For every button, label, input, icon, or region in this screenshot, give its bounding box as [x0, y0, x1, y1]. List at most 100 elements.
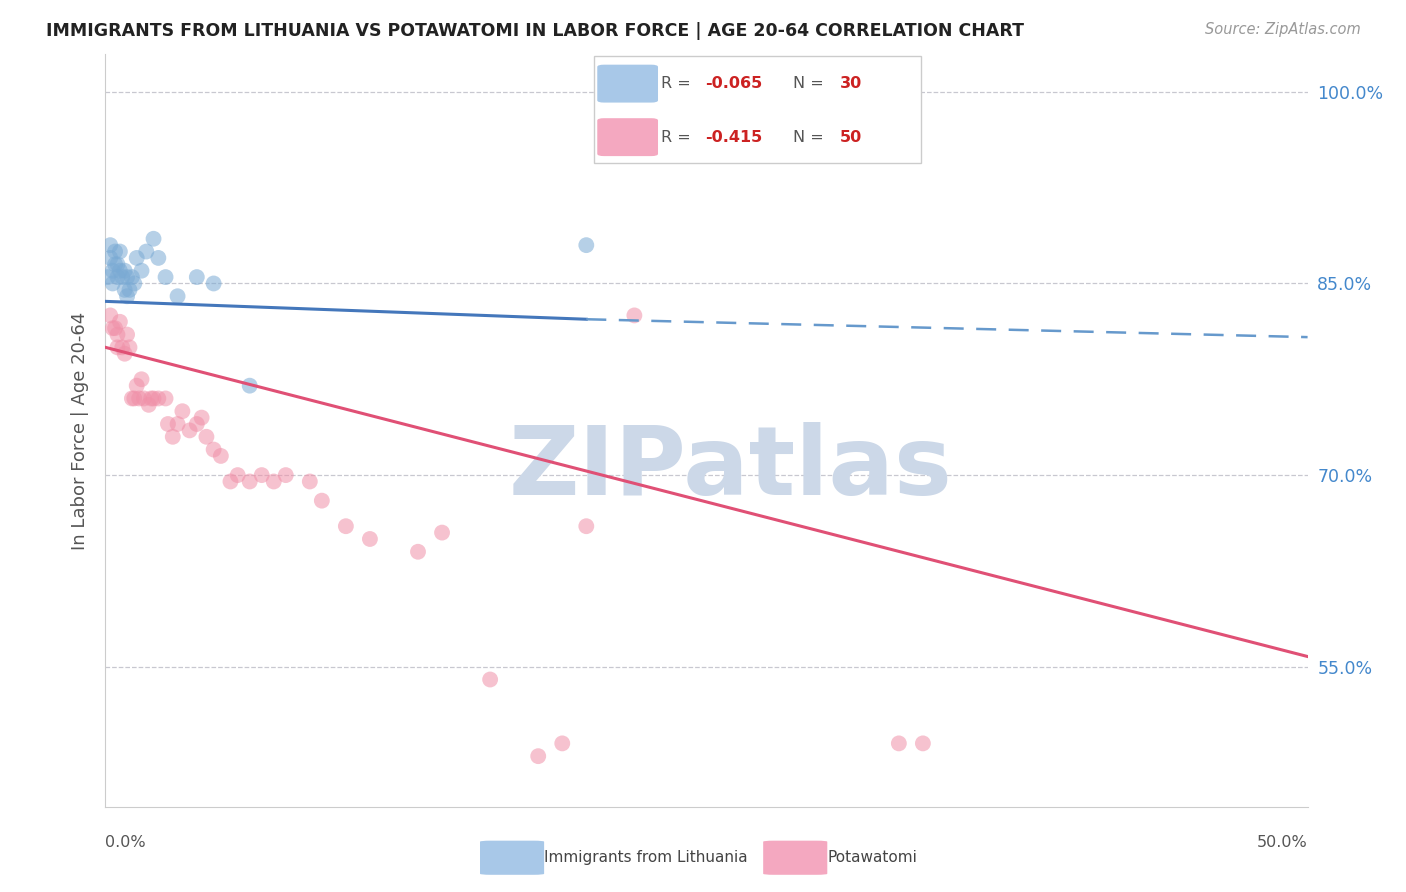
- Point: [104, 257, 127, 271]
- Point: [274, 468, 297, 483]
- Point: [118, 340, 141, 354]
- Point: [195, 430, 218, 444]
- Point: [111, 270, 134, 285]
- Text: -0.415: -0.415: [706, 129, 762, 145]
- FancyBboxPatch shape: [479, 840, 544, 875]
- Point: [125, 251, 148, 265]
- Point: [107, 270, 129, 285]
- Point: [114, 263, 136, 277]
- Text: R =: R =: [661, 129, 696, 145]
- Point: [135, 244, 157, 259]
- Point: [131, 372, 153, 386]
- Point: [104, 244, 127, 259]
- Point: [108, 263, 131, 277]
- Point: [209, 449, 232, 463]
- Point: [107, 327, 129, 342]
- Point: [98, 238, 121, 252]
- Point: [118, 283, 141, 297]
- Point: [263, 475, 285, 489]
- Point: [142, 232, 165, 246]
- Point: [101, 263, 124, 277]
- Point: [114, 347, 136, 361]
- Point: [575, 519, 598, 533]
- Point: [107, 257, 129, 271]
- FancyBboxPatch shape: [763, 840, 827, 875]
- Point: [138, 398, 160, 412]
- Point: [98, 309, 121, 323]
- Point: [128, 392, 150, 406]
- Point: [132, 392, 155, 406]
- Point: [166, 289, 188, 303]
- Point: [104, 321, 127, 335]
- Point: [111, 340, 134, 354]
- Text: R =: R =: [661, 76, 696, 91]
- Point: [226, 468, 249, 483]
- Point: [527, 749, 550, 764]
- Point: [239, 475, 262, 489]
- Text: Potawatomi: Potawatomi: [827, 850, 917, 864]
- Point: [124, 277, 146, 291]
- Text: 50: 50: [841, 129, 862, 145]
- Point: [121, 270, 143, 285]
- Point: [479, 673, 502, 687]
- FancyBboxPatch shape: [598, 119, 658, 156]
- Point: [162, 430, 184, 444]
- Point: [108, 315, 131, 329]
- Point: [148, 392, 170, 406]
- Point: [311, 493, 333, 508]
- Point: [186, 417, 208, 431]
- Text: Source: ZipAtlas.com: Source: ZipAtlas.com: [1205, 22, 1361, 37]
- Point: [298, 475, 321, 489]
- Point: [190, 410, 212, 425]
- Text: 0.0%: 0.0%: [105, 836, 146, 850]
- Point: [887, 736, 910, 750]
- Point: [155, 270, 177, 285]
- Point: [219, 475, 242, 489]
- Point: [575, 238, 598, 252]
- Text: -0.065: -0.065: [706, 76, 762, 91]
- Point: [202, 442, 225, 457]
- Point: [131, 263, 153, 277]
- Text: N =: N =: [793, 76, 830, 91]
- Point: [172, 404, 194, 418]
- Point: [148, 251, 170, 265]
- Point: [115, 289, 138, 303]
- Point: [98, 251, 121, 265]
- Point: [202, 277, 225, 291]
- Point: [623, 309, 645, 323]
- Point: [406, 545, 429, 559]
- Point: [156, 417, 179, 431]
- Text: IMMIGRANTS FROM LITHUANIA VS POTAWATOMI IN LABOR FORCE | AGE 20-64 CORRELATION C: IMMIGRANTS FROM LITHUANIA VS POTAWATOMI …: [46, 22, 1025, 40]
- Point: [114, 283, 136, 297]
- Point: [911, 736, 934, 750]
- Point: [124, 392, 146, 406]
- Point: [121, 392, 143, 406]
- Text: N =: N =: [793, 129, 830, 145]
- Point: [139, 392, 162, 406]
- Point: [115, 270, 138, 285]
- Point: [359, 532, 381, 546]
- Point: [186, 270, 208, 285]
- Point: [108, 244, 131, 259]
- Y-axis label: In Labor Force | Age 20-64: In Labor Force | Age 20-64: [70, 311, 89, 549]
- Point: [97, 270, 120, 285]
- Point: [142, 392, 165, 406]
- Point: [250, 468, 273, 483]
- Point: [101, 321, 124, 335]
- Point: [179, 424, 201, 438]
- Point: [239, 378, 262, 392]
- Point: [115, 327, 138, 342]
- FancyBboxPatch shape: [593, 56, 921, 163]
- Point: [166, 417, 188, 431]
- Point: [551, 736, 574, 750]
- Text: ZIPatlas: ZIPatlas: [509, 422, 952, 515]
- Point: [125, 378, 148, 392]
- Point: [430, 525, 453, 540]
- Point: [107, 340, 129, 354]
- Text: Immigrants from Lithuania: Immigrants from Lithuania: [544, 850, 748, 864]
- FancyBboxPatch shape: [598, 65, 658, 103]
- Text: 30: 30: [841, 76, 862, 91]
- Point: [335, 519, 357, 533]
- Text: 50.0%: 50.0%: [1257, 836, 1308, 850]
- Point: [155, 392, 177, 406]
